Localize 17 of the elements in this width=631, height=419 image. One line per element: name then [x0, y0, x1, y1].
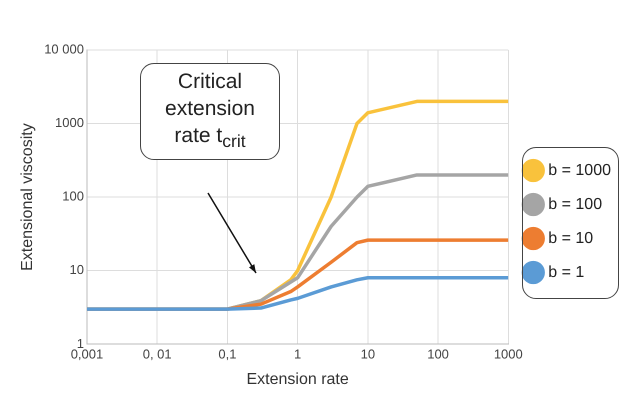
- x-tick-label: 1: [294, 346, 302, 362]
- legend-label: b = 100: [548, 196, 602, 213]
- x-axis-title: Extension rate: [246, 370, 349, 388]
- y-tick-label: 10 000: [44, 42, 84, 57]
- x-tick-label: 0,1: [218, 346, 236, 362]
- x-tick-label: 10: [360, 346, 376, 362]
- x-tick-label: 100: [427, 346, 449, 362]
- x-tick-label: 1000: [494, 346, 523, 362]
- legend-label: b = 1: [548, 264, 584, 281]
- legend-label: b = 1000: [548, 162, 612, 179]
- x-tick-label: 0, 01: [142, 346, 172, 362]
- annotation: Critical extension rate t$_{crit}$: [140, 63, 280, 160]
- y-axis-title: Extensional viscosity: [19, 123, 36, 271]
- y-tick-label: 100: [62, 188, 84, 204]
- y-tick-label: 1000: [55, 115, 84, 130]
- legend-label: b = 10: [548, 230, 594, 247]
- y-tick-label: 10: [69, 262, 84, 278]
